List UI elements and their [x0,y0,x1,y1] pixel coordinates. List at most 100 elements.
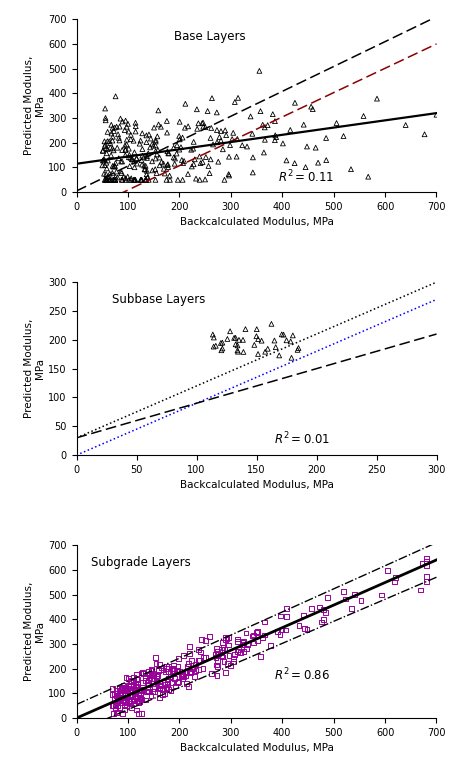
Point [184,660,191,673]
Point [264,343,271,355]
Point [143,168,150,180]
Point [141,164,149,176]
Point [271,134,279,147]
Point [260,147,267,159]
Point [101,159,108,171]
Point [116,697,123,709]
Point [126,174,133,186]
Point [221,174,228,186]
Point [219,343,226,355]
Point [130,694,137,707]
Point [107,174,114,186]
Point [121,693,128,705]
Point [190,136,197,148]
Point [207,153,214,165]
Point [214,646,221,658]
Point [99,154,106,167]
Point [133,152,140,164]
Point [115,691,122,703]
Point [219,143,226,155]
Point [150,121,158,134]
Point [137,692,144,704]
Point [153,676,160,688]
Point [249,167,256,179]
Point [153,675,160,687]
Point [128,694,135,707]
Point [170,151,177,164]
Point [113,690,120,702]
Point [113,165,120,177]
Point [111,692,118,704]
Point [114,700,122,712]
Point [99,144,107,157]
Point [136,695,143,707]
Point [106,167,113,180]
Point [103,174,110,186]
Point [126,695,134,707]
Point [110,125,117,137]
Point [169,664,176,677]
Point [421,128,428,141]
Point [303,141,310,153]
Point [117,682,125,694]
Point [218,649,225,661]
Point [195,654,202,667]
Point [240,635,248,647]
Point [112,174,119,186]
Point [261,121,268,134]
Point [161,167,168,180]
Point [101,140,108,152]
Point [273,131,280,143]
Point [119,695,126,707]
Point [195,118,202,130]
Point [130,155,138,167]
Point [165,660,172,673]
Point [287,124,294,136]
Point [199,156,206,168]
Point [213,670,220,682]
Point [283,154,290,167]
Point [202,174,209,186]
Point [164,672,171,684]
Point [109,121,116,134]
Point [187,666,194,678]
Point [282,624,289,636]
Point [206,631,213,643]
Point [250,629,257,641]
Point [152,134,159,146]
X-axis label: Backcalculated Modulus, MPa: Backcalculated Modulus, MPa [180,481,333,491]
Point [320,604,327,616]
Point [109,682,116,694]
Point [364,170,372,183]
Point [127,133,135,145]
Point [117,155,125,167]
Point [126,682,133,694]
Point [164,158,171,170]
Point [423,570,430,582]
Point [130,134,137,147]
Point [197,646,204,658]
Point [340,586,347,598]
Point [138,174,145,186]
Point [202,151,210,163]
Point [237,646,244,658]
Point [114,128,122,141]
Point [433,108,440,121]
Point [340,130,347,142]
Point [112,170,119,183]
Point [193,103,200,115]
Point [106,135,113,147]
Point [167,685,175,697]
Point [153,672,160,684]
Point [391,576,398,588]
Point [113,121,120,133]
Point [153,167,160,179]
Point [193,664,200,677]
Point [157,680,164,692]
Point [109,699,117,711]
Point [144,150,151,162]
Point [121,697,128,709]
Point [148,669,155,681]
Point [221,644,229,656]
Point [155,118,162,131]
